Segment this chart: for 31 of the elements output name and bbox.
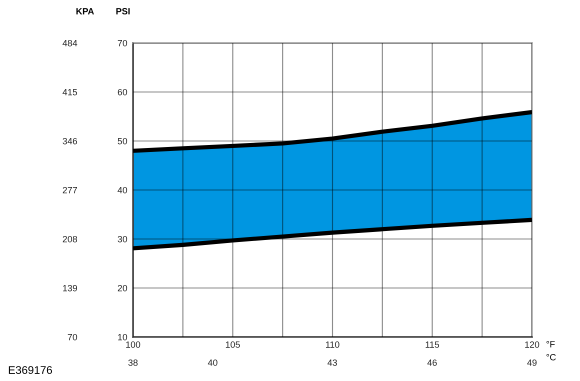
y2-tick-label: 346 <box>62 138 78 144</box>
y-tick-label: 50 <box>118 138 128 144</box>
x-tick-label: 105 <box>226 341 240 348</box>
x-tick-label: 120 <box>525 341 540 348</box>
y2-tick-label: 277 <box>62 186 77 194</box>
y2-tick-label: 139 <box>63 284 78 292</box>
y2-axis-title: KPA <box>76 8 94 14</box>
y-tick-label: 10 <box>118 334 128 340</box>
y-tick-label: 60 <box>118 88 128 96</box>
x-tick-label: 115 <box>426 342 440 348</box>
x2-tick-label: 40 <box>208 359 218 366</box>
y2-tick-label: 70 <box>68 334 78 340</box>
y-axis-title: PSI <box>116 8 130 14</box>
x2-tick-label: 49 <box>527 359 537 366</box>
y-tick-label: 40 <box>118 186 128 194</box>
line-series <box>133 218 532 250</box>
y2-tick-label: 208 <box>62 236 78 242</box>
x-tick-label: 100 <box>126 341 140 348</box>
x2-tick-label: 43 <box>328 359 337 366</box>
y-tick-label: 70 <box>118 40 128 46</box>
x-axis-title: °F <box>546 341 555 348</box>
x2-tick-label: 46 <box>427 359 437 366</box>
x-tick-label: 110 <box>326 341 340 348</box>
text: E369176 <box>8 366 52 374</box>
x2-axis-title: °C <box>546 354 556 360</box>
y2-tick-label: 415 <box>62 89 78 96</box>
line-series <box>133 110 532 153</box>
x2-tick-label: 38 <box>128 359 138 366</box>
y-tick-label: 30 <box>118 236 128 242</box>
y2-tick-label: 484 <box>62 40 78 46</box>
y-tick-label: 20 <box>118 284 128 292</box>
